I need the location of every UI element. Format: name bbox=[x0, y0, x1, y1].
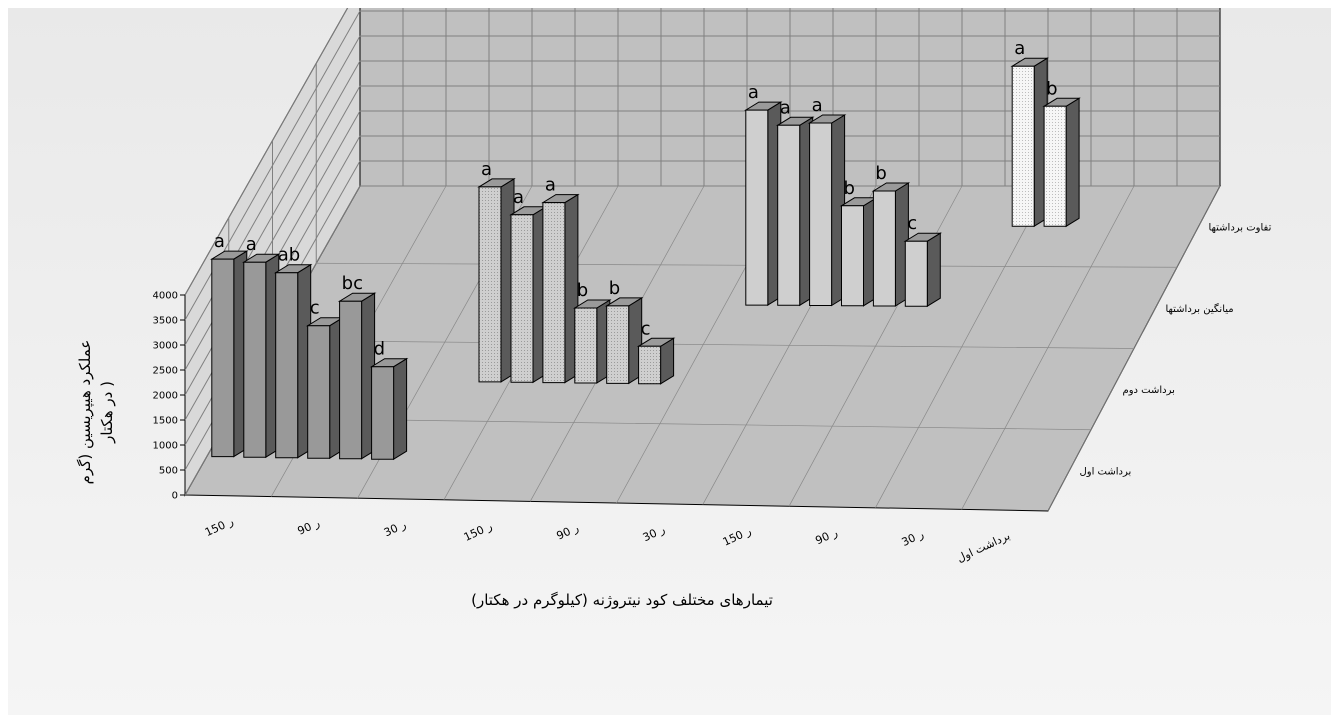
bar-front bbox=[904, 240, 928, 307]
bar-front bbox=[574, 307, 598, 384]
bar: a bbox=[807, 95, 847, 307]
bar-front bbox=[1043, 105, 1067, 227]
bar-letter-label: d bbox=[374, 339, 385, 360]
y-axis-title-line1: عملکرد هیپریسین (گرم bbox=[76, 340, 95, 485]
depth-label: برداشت اول bbox=[1080, 466, 1132, 477]
bar: bc bbox=[337, 273, 377, 460]
y-tick-label: 500 bbox=[159, 466, 178, 477]
bar: c bbox=[636, 318, 676, 385]
chart-area: 0 500 1000 1500 2000 2500 3000 3500 4000 برداشت … bbox=[8, 0, 1331, 715]
bar: a bbox=[1010, 38, 1049, 228]
bar-front bbox=[777, 124, 801, 306]
x-axis-title: تیمارهای مختلف کود نیتروژنه (کیلوگرم در … bbox=[471, 591, 773, 609]
y-tick-label: 1000 bbox=[153, 441, 178, 452]
bar-letter-label: b bbox=[609, 278, 620, 299]
bar-letter-label: a bbox=[780, 97, 791, 118]
bar-letter-label: a bbox=[1014, 38, 1025, 59]
bar-side bbox=[393, 357, 408, 461]
bar-front bbox=[510, 214, 534, 383]
bar-letter-label: a bbox=[246, 234, 257, 255]
y-tick-label: 1500 bbox=[153, 416, 178, 427]
chart-plot: 0 500 1000 1500 2000 2500 3000 3500 4000 برداشت … bbox=[8, 0, 1331, 715]
bar-front bbox=[478, 186, 502, 383]
bar-letter-label: bc bbox=[342, 273, 363, 294]
bar-letter-label: c bbox=[641, 318, 651, 339]
bar-letter-label: b bbox=[1046, 78, 1057, 99]
bar-front bbox=[872, 190, 896, 307]
bar-front bbox=[211, 258, 235, 458]
y-tick-labels: 0 500 1000 1500 2000 2500 3000 3500 4000 bbox=[153, 291, 185, 502]
bar-front bbox=[638, 345, 662, 385]
bar-letter-label: a bbox=[748, 82, 759, 103]
bar: c bbox=[903, 213, 943, 308]
bar-letter-label: b bbox=[875, 163, 886, 184]
bar: b bbox=[1042, 78, 1081, 228]
bar-front bbox=[243, 261, 267, 458]
bar-letter-label: a bbox=[481, 159, 492, 180]
bar: a bbox=[775, 97, 815, 307]
bar-front bbox=[606, 305, 630, 384]
bar-letter-label: b bbox=[577, 280, 588, 301]
bar-front bbox=[542, 202, 566, 384]
bar-letter-label: a bbox=[812, 95, 823, 116]
bar-front bbox=[371, 366, 395, 460]
bar-side bbox=[926, 232, 941, 308]
bar: a bbox=[744, 82, 783, 306]
bar-front bbox=[1011, 65, 1035, 227]
bar-letter-label: b bbox=[844, 178, 855, 199]
depth-labels: برداشت اول برداشت دوم میانگین برداشتها تفاو… bbox=[1080, 223, 1272, 478]
bar-letter-label: c bbox=[310, 298, 320, 319]
bar-letter-label: a bbox=[513, 187, 524, 208]
y-axis-title-line2: در هکتار ) bbox=[98, 381, 116, 444]
bar: a bbox=[477, 159, 516, 383]
y-tick-label: 3000 bbox=[153, 341, 178, 352]
bar-front bbox=[841, 205, 864, 307]
bar: a bbox=[509, 187, 548, 384]
bar-letter-label: ab bbox=[278, 245, 300, 266]
bar: b bbox=[871, 163, 911, 307]
bar-side bbox=[1065, 97, 1080, 228]
bar-letter-label: a bbox=[545, 175, 556, 196]
y-tick-label: 3500 bbox=[153, 316, 178, 327]
y-tick-label: 0 bbox=[172, 491, 178, 502]
bar-front bbox=[275, 272, 299, 459]
depth-label: میانگین برداشتها bbox=[1166, 303, 1234, 315]
y-tick-label: 2500 bbox=[153, 366, 178, 377]
bar-letter-label: a bbox=[214, 231, 225, 252]
bar-front bbox=[307, 325, 331, 459]
bar-front bbox=[745, 109, 769, 306]
depth-label: برداشت دوم bbox=[1123, 385, 1175, 396]
bar: ab bbox=[273, 245, 313, 459]
depth-label: تفاوت برداشتها bbox=[1209, 223, 1272, 234]
floor-depth-line bbox=[272, 340, 1135, 349]
bar-front bbox=[339, 300, 363, 460]
bar: a bbox=[210, 231, 249, 458]
bar: d bbox=[369, 339, 409, 461]
bar: a bbox=[541, 175, 580, 384]
bar-letter-label: c bbox=[907, 213, 917, 234]
bar-front bbox=[809, 122, 833, 306]
y-tick-label: 2000 bbox=[153, 391, 178, 402]
bar: a bbox=[242, 234, 281, 459]
y-tick-label: 4000 bbox=[153, 291, 178, 302]
